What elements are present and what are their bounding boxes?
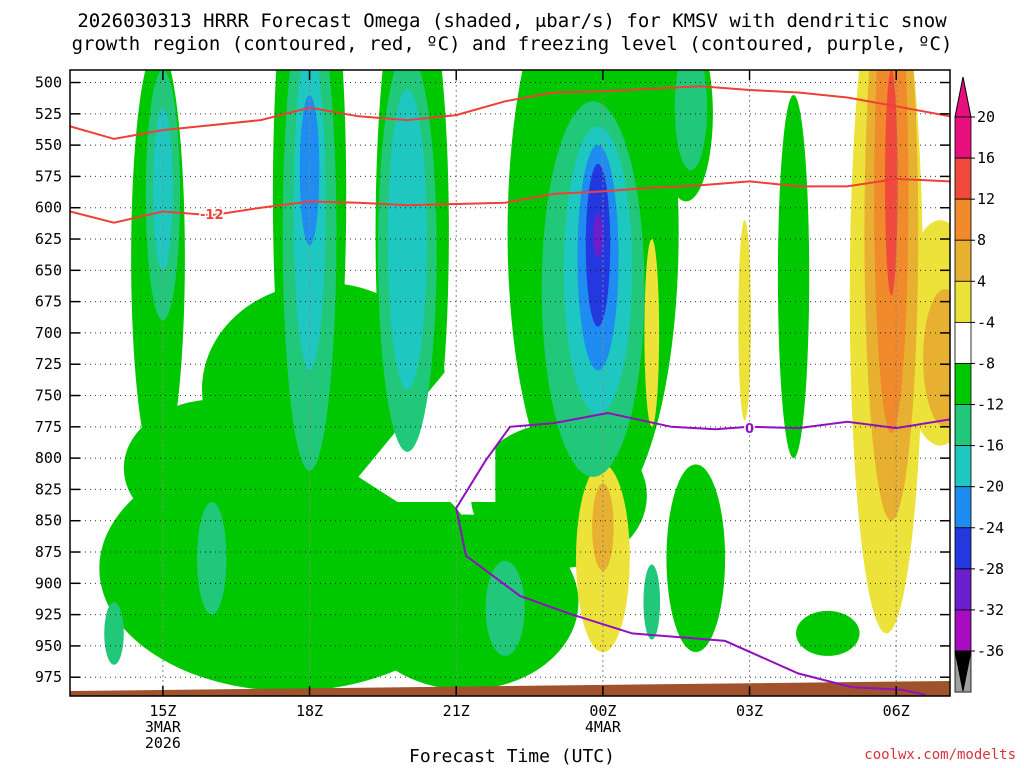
colorbar-label: -16 <box>977 437 1004 455</box>
y-tick-label: 750 <box>35 387 62 405</box>
omega-region-neg4 <box>666 464 726 653</box>
colorbar-label: -36 <box>977 642 1004 660</box>
freezing-level-contour <box>749 418 950 430</box>
omega-region-neg8 <box>674 70 708 171</box>
y-tick-label: 600 <box>35 199 62 217</box>
ground-surface <box>70 680 950 696</box>
y-tick-label: 800 <box>35 449 62 467</box>
freezing-level-curve <box>455 411 926 696</box>
x-tick-label: 00Z <box>589 702 616 720</box>
omega-region-neg8 <box>485 560 525 656</box>
colorbar-label: -8 <box>977 354 995 372</box>
x-tick-label: 18Z <box>296 702 323 720</box>
colorbar-label: -32 <box>977 601 1004 619</box>
colorbar-swatch <box>954 404 972 447</box>
y-tick-label: 975 <box>35 668 62 686</box>
y-tick-label: 825 <box>35 480 62 498</box>
y-tick-label: 775 <box>35 418 62 436</box>
y-tick-label: 525 <box>35 105 62 123</box>
colorbar-swatch <box>954 239 972 282</box>
colorbar-label: 8 <box>977 231 986 249</box>
omega-region-pos4 <box>738 220 752 421</box>
colorbar-label: -24 <box>977 519 1004 537</box>
colorbar-swatch <box>954 280 972 323</box>
x-tick-label: 03Z <box>736 702 763 720</box>
x-tick-label: 3MAR <box>145 718 182 736</box>
colorbar-top-arrow <box>954 76 972 118</box>
x-tick-label: 21Z <box>443 702 470 720</box>
x-tick-label: 4MAR <box>585 718 622 736</box>
colorbar-label: 12 <box>977 190 995 208</box>
x-axis-title: Forecast Time (UTC) <box>409 746 615 767</box>
freezing-level-label: 0 <box>745 422 754 437</box>
y-tick-label: 875 <box>35 543 62 561</box>
colorbar-bottom-arrow <box>954 650 972 692</box>
y-tick-label: 725 <box>35 355 62 373</box>
y-tick-label: 550 <box>35 136 62 154</box>
colorbar-swatch <box>954 116 972 159</box>
x-tick-label: 06Z <box>883 702 910 720</box>
y-tick-label: 575 <box>35 167 62 185</box>
y-tick-label: 650 <box>35 261 62 279</box>
y-tick-label: 850 <box>35 512 62 530</box>
omega-region-zero <box>358 364 496 502</box>
omega-region-neg24 <box>593 212 603 258</box>
y-tick-label: 925 <box>35 606 62 624</box>
y-tick-label: 675 <box>35 293 62 311</box>
colorbar-label: 16 <box>977 149 995 167</box>
colorbar-swatch <box>954 568 972 611</box>
omega-region-neg12 <box>387 88 427 390</box>
omega-region-pos4 <box>644 239 660 427</box>
y-tick-label: 500 <box>35 74 62 92</box>
colorbar-swatch <box>954 445 972 488</box>
omega-region-neg4 <box>777 95 810 459</box>
credit-link[interactable]: coolwx.com/modelts <box>864 747 1016 763</box>
colorbar-label: -12 <box>977 396 1004 414</box>
chart-title-line1: 2026030313 HRRR Forecast Omega (shaded, … <box>77 10 947 32</box>
dgz-contour-label: -12 <box>200 208 224 223</box>
colorbar-swatch <box>954 527 972 570</box>
plot-frame <box>69 69 951 697</box>
x-tick-label: 15Z <box>149 702 176 720</box>
dgz-contour-top <box>70 85 950 140</box>
omega-region-pos8 <box>923 289 950 427</box>
chart-title-line2: growth region (contoured, red, ºC) and f… <box>71 33 953 55</box>
y-tick-label: 700 <box>35 324 62 342</box>
dgz-contour-bottom <box>70 177 950 224</box>
omega-region-neg4 <box>796 610 860 656</box>
omega-region-pos16 <box>884 70 898 296</box>
y-tick-label: 950 <box>35 637 62 655</box>
colorbar-swatch <box>954 486 972 529</box>
omega-region-neg4 <box>123 399 310 537</box>
colorbar-swatch <box>954 198 972 241</box>
y-tick-label: 900 <box>35 574 62 592</box>
colorbar-label: 20 <box>977 108 995 126</box>
omega-region-neg12 <box>153 107 173 271</box>
colorbar-label: -28 <box>977 560 1004 578</box>
omega-region-neg8 <box>643 564 661 640</box>
omega-region-neg8 <box>197 501 227 615</box>
x-tick-label: 2026 <box>145 734 181 752</box>
colorbar-label: -4 <box>977 313 995 331</box>
colorbar-label: -20 <box>977 478 1004 496</box>
colorbar-label: 4 <box>977 272 986 290</box>
omega-region-neg8 <box>104 602 124 665</box>
colorbar-swatch <box>954 609 972 652</box>
colorbar-swatch <box>954 363 972 405</box>
colorbar-swatch <box>954 321 972 364</box>
colorbar-swatch <box>954 157 972 200</box>
y-tick-label: 625 <box>35 230 62 248</box>
